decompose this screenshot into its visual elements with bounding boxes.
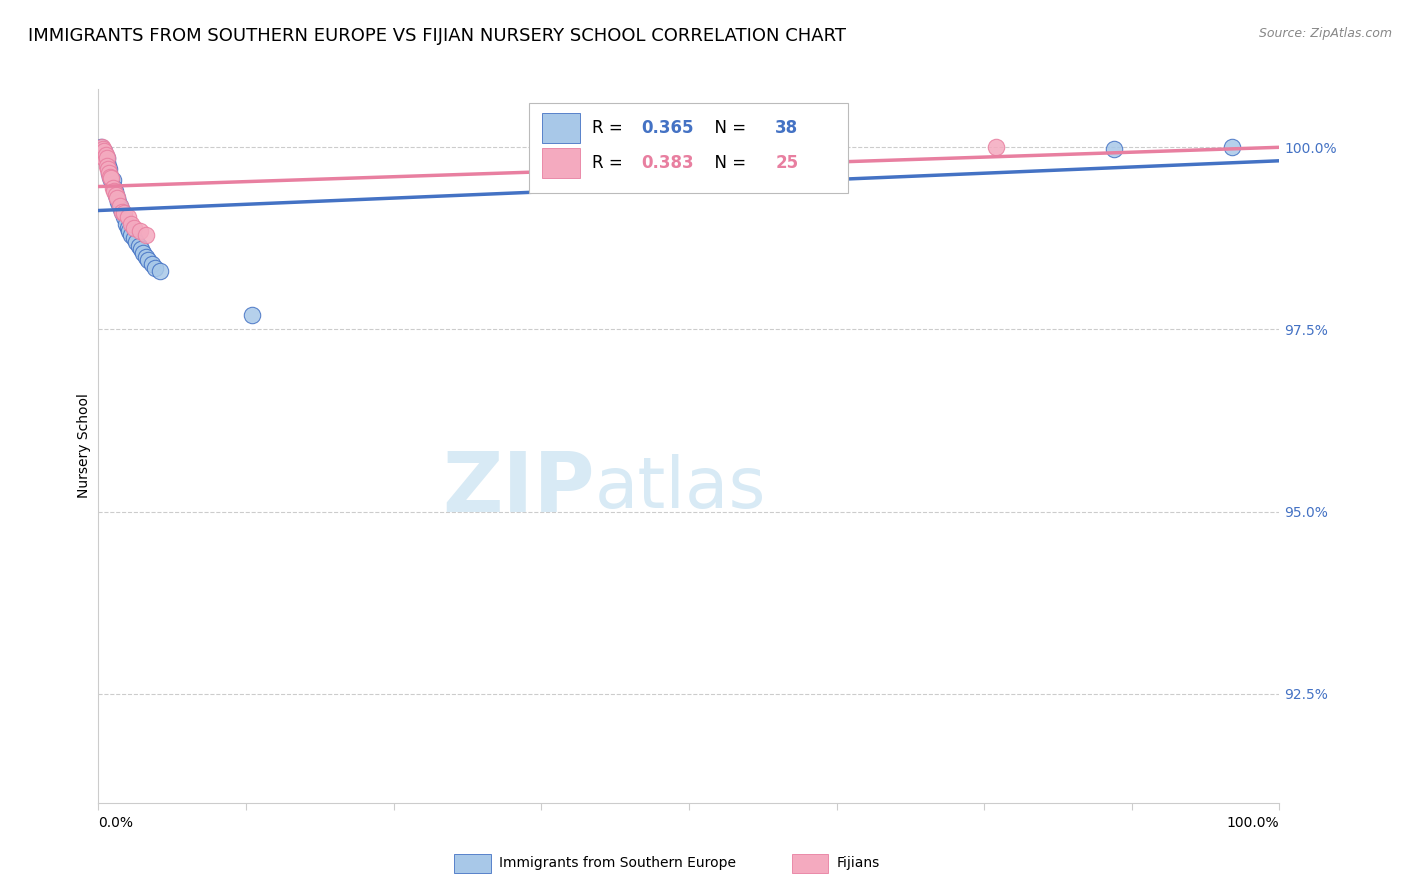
Point bbox=[1102, 142, 1125, 156]
FancyBboxPatch shape bbox=[543, 148, 581, 178]
Text: R =: R = bbox=[592, 153, 628, 171]
FancyBboxPatch shape bbox=[530, 103, 848, 193]
Point bbox=[107, 195, 129, 210]
Point bbox=[90, 140, 112, 154]
Point bbox=[105, 191, 128, 205]
Point bbox=[101, 173, 124, 187]
Point bbox=[112, 206, 135, 220]
Point bbox=[129, 243, 152, 257]
Point bbox=[128, 239, 150, 253]
Point bbox=[98, 169, 121, 184]
Point bbox=[1220, 140, 1243, 154]
Point bbox=[93, 144, 115, 158]
Point bbox=[121, 217, 143, 231]
Point bbox=[96, 152, 118, 166]
Point bbox=[122, 231, 145, 245]
Point bbox=[93, 152, 115, 166]
Point bbox=[98, 166, 121, 180]
Point bbox=[108, 199, 131, 213]
Point bbox=[149, 264, 172, 278]
Point bbox=[111, 204, 134, 219]
Text: 0.0%: 0.0% bbox=[98, 816, 134, 830]
Text: N =: N = bbox=[704, 120, 752, 137]
Point bbox=[105, 191, 128, 205]
Point bbox=[141, 257, 163, 271]
Point bbox=[94, 147, 117, 161]
FancyBboxPatch shape bbox=[543, 113, 581, 144]
Point bbox=[91, 142, 114, 156]
Point bbox=[108, 199, 131, 213]
Point bbox=[128, 224, 150, 238]
Text: 25: 25 bbox=[775, 153, 799, 171]
Point bbox=[104, 184, 127, 198]
Text: 38: 38 bbox=[775, 120, 799, 137]
Text: Immigrants from Southern Europe: Immigrants from Southern Europe bbox=[499, 856, 737, 871]
Point bbox=[96, 159, 118, 173]
Text: Source: ZipAtlas.com: Source: ZipAtlas.com bbox=[1258, 27, 1392, 40]
Point bbox=[97, 162, 120, 177]
Text: atlas: atlas bbox=[595, 454, 766, 524]
Point bbox=[100, 173, 122, 187]
Point bbox=[89, 147, 111, 161]
Point bbox=[121, 227, 143, 242]
Point bbox=[114, 217, 136, 231]
Point bbox=[100, 171, 122, 186]
Point bbox=[125, 235, 148, 249]
Point bbox=[96, 155, 118, 169]
Text: Fijians: Fijians bbox=[837, 856, 880, 871]
Point bbox=[111, 204, 134, 219]
Text: R =: R = bbox=[592, 120, 628, 137]
Point bbox=[91, 140, 114, 154]
Text: 0.383: 0.383 bbox=[641, 153, 695, 171]
Point bbox=[135, 250, 157, 264]
Point bbox=[117, 220, 139, 235]
Point bbox=[117, 210, 139, 224]
Point bbox=[122, 220, 145, 235]
Point bbox=[135, 227, 157, 242]
Point bbox=[93, 144, 115, 158]
Point bbox=[143, 260, 166, 275]
Point bbox=[105, 187, 128, 202]
Text: ZIP: ZIP bbox=[441, 449, 595, 529]
Point bbox=[98, 169, 121, 184]
Point bbox=[105, 187, 128, 202]
Point bbox=[96, 152, 118, 166]
Point bbox=[112, 210, 135, 224]
Y-axis label: Nursery School: Nursery School bbox=[77, 393, 91, 499]
Point bbox=[98, 166, 121, 180]
Point bbox=[101, 180, 124, 194]
Point bbox=[91, 144, 114, 158]
Point bbox=[110, 202, 132, 217]
Point bbox=[132, 246, 155, 260]
Text: IMMIGRANTS FROM SOUTHERN EUROPE VS FIJIAN NURSERY SCHOOL CORRELATION CHART: IMMIGRANTS FROM SOUTHERN EUROPE VS FIJIA… bbox=[28, 27, 846, 45]
Point bbox=[94, 149, 117, 163]
Point bbox=[136, 253, 159, 268]
Point bbox=[98, 162, 121, 177]
Text: N =: N = bbox=[704, 153, 752, 171]
Text: 100.0%: 100.0% bbox=[1227, 816, 1279, 830]
Point bbox=[97, 159, 120, 173]
Point bbox=[240, 308, 263, 322]
Point bbox=[984, 140, 1007, 154]
Point bbox=[103, 184, 125, 198]
Text: 0.365: 0.365 bbox=[641, 120, 695, 137]
Point bbox=[103, 180, 125, 194]
Point bbox=[118, 224, 141, 238]
